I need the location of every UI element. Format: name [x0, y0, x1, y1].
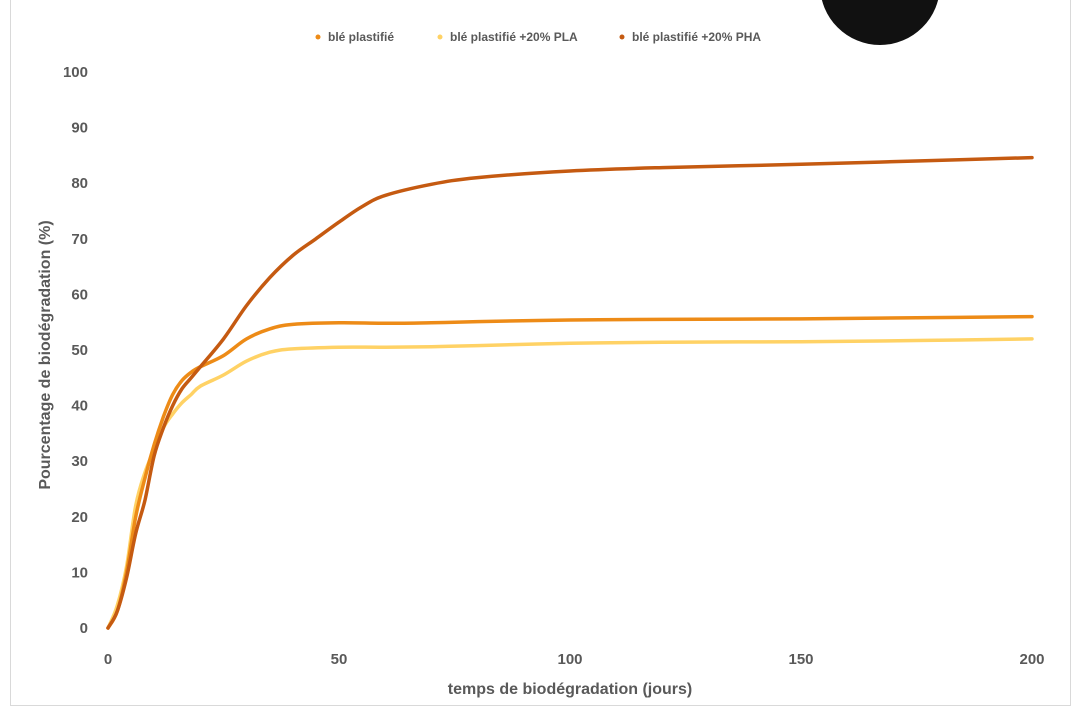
x-axis-ticks: 0 50 100 150 200: [104, 651, 1045, 668]
legend-item: blé plastifié +20% PLA: [437, 30, 578, 44]
legend-item: blé plastifié +20% PHA: [619, 30, 761, 44]
x-axis-title: temps de biodégradation (jours): [448, 681, 692, 698]
y-tick-label: 60: [71, 286, 88, 303]
legend-marker: [315, 34, 321, 40]
y-tick-label: 40: [71, 398, 88, 415]
chart-legend: blé plastifié blé plastifié +20% PLA blé p…: [315, 30, 761, 44]
series-line: [106, 314, 1034, 630]
legend-marker: [437, 34, 443, 40]
y-tick-label: 80: [71, 175, 88, 192]
y-tick-label: 100: [63, 64, 88, 81]
y-tick-label: 0: [80, 620, 88, 637]
series-lines: [106, 155, 1034, 630]
legend-label: blé plastifié: [328, 30, 394, 44]
x-tick-label: 200: [1019, 651, 1044, 668]
chart-frame: [10, 0, 1071, 706]
y-tick-label: 50: [71, 342, 88, 359]
legend-label: blé plastifié +20% PHA: [632, 30, 761, 44]
y-tick-label: 10: [71, 564, 88, 581]
y-tick-label: 70: [71, 231, 88, 248]
legend-marker: [619, 34, 625, 40]
x-tick-label: 50: [331, 651, 348, 668]
y-axis-title: Pourcentage de biodégradation (%): [37, 220, 54, 489]
x-tick-label: 150: [788, 651, 813, 668]
series-line: [106, 155, 1034, 630]
x-tick-label: 100: [557, 651, 582, 668]
y-tick-label: 30: [71, 453, 88, 470]
series-line: [106, 337, 1034, 630]
y-tick-label: 90: [71, 120, 88, 137]
x-tick-label: 0: [104, 651, 112, 668]
y-axis-ticks: 0 10 20 30 40 50 60 70 80 90 100: [63, 64, 88, 637]
legend-item: blé plastifié: [315, 30, 394, 44]
legend-label: blé plastifié +20% PLA: [450, 30, 578, 44]
y-tick-label: 20: [71, 509, 88, 526]
